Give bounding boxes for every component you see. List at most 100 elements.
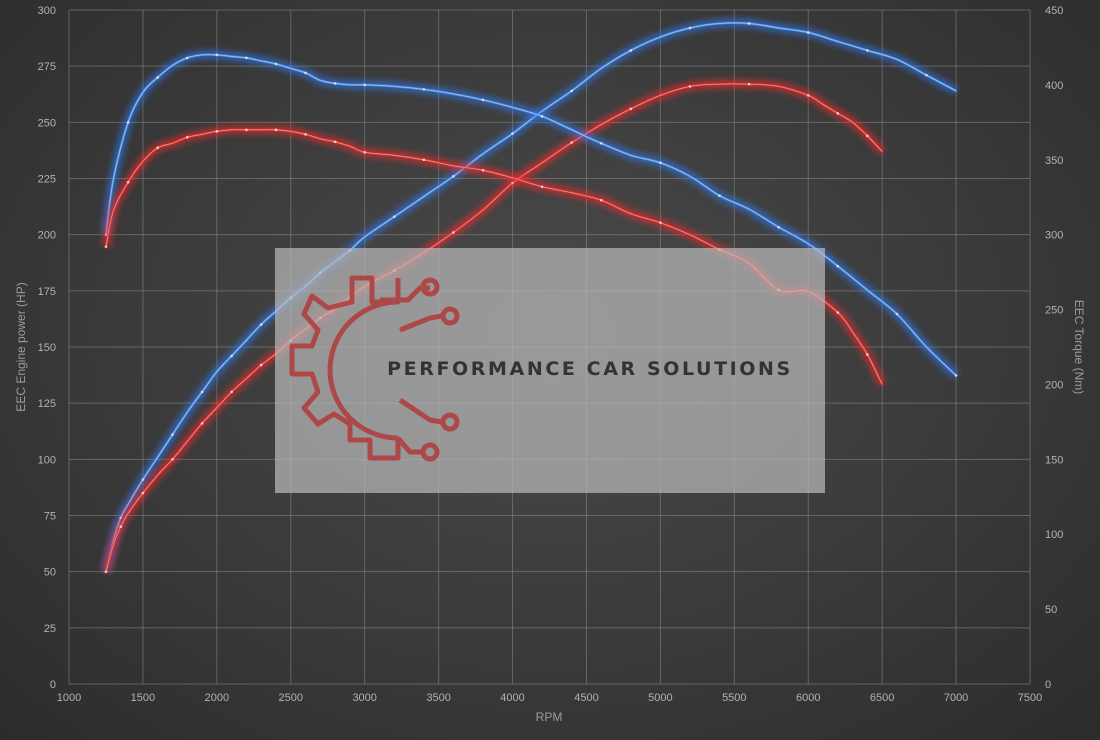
x-tick-label: 5500: [722, 692, 746, 704]
data-point: [245, 128, 248, 132]
data-point: [171, 433, 174, 436]
x-tick-label: 1500: [131, 692, 155, 704]
y-left-tick-label: 200: [38, 230, 56, 242]
data-point: [599, 198, 603, 202]
data-point: [866, 49, 869, 52]
series-highlight: [105, 54, 957, 376]
watermark: PERFORMANCE CAR SOLUTIONS: [275, 248, 825, 493]
watermark-box: [275, 248, 825, 493]
gear-circuit-logo-icon: [289, 275, 460, 462]
data-point: [156, 76, 160, 79]
data-point: [422, 88, 426, 91]
data-point: [141, 478, 145, 481]
y-right-tick-label: 200: [1045, 379, 1063, 391]
data-point: [481, 98, 485, 102]
data-point: [215, 53, 219, 57]
y-left-tick-label: 100: [38, 454, 56, 466]
data-point: [126, 121, 130, 124]
data-point: [599, 142, 603, 145]
y-axis-right-title: EEC Torque (Nm): [1072, 300, 1086, 394]
data-point: [119, 525, 123, 529]
y-right-tick-label: 150: [1045, 454, 1063, 466]
y-left-tick-label: 275: [38, 61, 56, 73]
y-right-tick-label: 50: [1045, 604, 1057, 616]
data-point: [422, 158, 426, 162]
data-point: [718, 194, 721, 198]
data-point: [570, 89, 573, 93]
data-point: [259, 323, 263, 326]
data-point: [200, 390, 204, 394]
y-left-tick-label: 50: [44, 567, 56, 579]
data-point: [688, 26, 692, 30]
data-point: [104, 570, 108, 573]
tick-labels: 1000 1500 2000 2500 3000 3500 4000 4500 5000 5500…: [38, 5, 1064, 704]
data-point: [392, 215, 396, 218]
data-point: [747, 22, 751, 25]
data-point: [363, 83, 366, 87]
data-point: [274, 62, 278, 66]
y-left-tick-label: 175: [38, 286, 56, 298]
data-point: [141, 491, 145, 495]
data-point: [806, 31, 810, 34]
y-axis-left-title: EEC Engine power (HP): [14, 282, 28, 411]
series-line: [104, 21, 958, 573]
data-point: [156, 146, 160, 150]
data-point: [895, 312, 899, 316]
x-tick-label: 1000: [57, 692, 81, 704]
watermark-text: PERFORMANCE CAR SOLUTIONS: [387, 358, 793, 380]
x-tick-label: 3000: [352, 692, 376, 704]
data-point: [540, 185, 544, 189]
x-tick-label: 4500: [574, 692, 598, 704]
data-point: [259, 363, 263, 367]
y-right-tick-label: 0: [1045, 679, 1051, 691]
data-point: [747, 82, 751, 86]
y-left-tick-label: 0: [50, 679, 56, 691]
data-point: [836, 264, 840, 268]
x-tick-label: 6500: [870, 692, 894, 704]
data-point: [866, 353, 869, 356]
data-point: [659, 221, 662, 224]
data-point: [230, 354, 233, 358]
data-point: [570, 141, 573, 144]
x-tick-label: 7000: [944, 692, 968, 704]
data-point: [836, 112, 840, 115]
data-point: [245, 56, 248, 60]
data-point: [104, 245, 108, 248]
data-point: [925, 73, 928, 77]
x-axis-title: RPM: [536, 710, 563, 724]
data-point: [659, 161, 662, 165]
data-point: [452, 231, 455, 234]
data-point: [481, 168, 485, 172]
data-point: [806, 94, 810, 97]
y-left-tick-label: 75: [44, 511, 56, 523]
y-right-tick-label: 100: [1045, 529, 1063, 541]
series-highlight: [105, 22, 957, 572]
y-left-tick-label: 250: [38, 117, 56, 129]
data-point: [171, 458, 174, 461]
data-point: [836, 311, 840, 314]
y-left-tick-label: 150: [38, 342, 56, 354]
data-point: [185, 136, 189, 139]
x-tick-label: 4000: [500, 692, 524, 704]
data-point: [126, 180, 130, 184]
data-point: [185, 56, 189, 60]
data-point: [333, 140, 337, 144]
y-right-tick-label: 450: [1045, 5, 1063, 17]
data-point: [200, 422, 204, 425]
series-blue-left: [101, 18, 959, 573]
series-line: [104, 53, 958, 377]
x-tick-label: 2000: [205, 692, 229, 704]
x-tick-label: 6000: [796, 692, 820, 704]
data-point: [629, 49, 633, 52]
data-point: [304, 71, 307, 75]
y-right-tick-label: 350: [1045, 155, 1063, 167]
data-point: [215, 130, 219, 133]
y-left-tick-label: 25: [44, 623, 56, 635]
x-tick-label: 7500: [1018, 692, 1042, 704]
data-point: [304, 133, 307, 136]
data-point: [511, 132, 514, 135]
data-point: [540, 115, 544, 118]
y-left-tick-label: 225: [38, 174, 56, 186]
y-right-tick-label: 400: [1045, 80, 1063, 92]
